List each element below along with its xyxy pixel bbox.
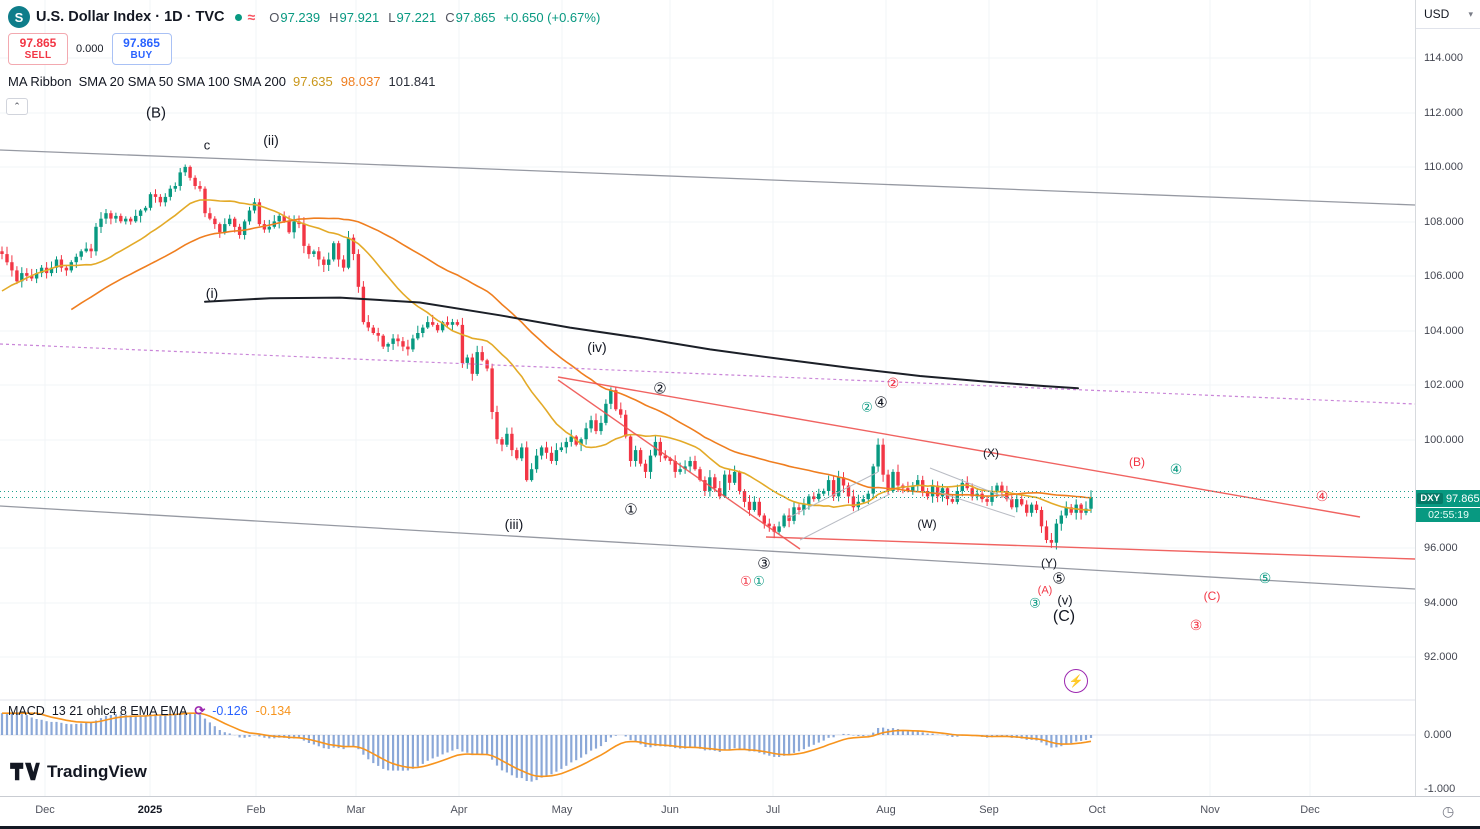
price-axis-label: 102.000 <box>1424 379 1464 391</box>
tradingview-logo-text: TradingView <box>47 761 147 781</box>
ohlc-pair: H 97.921 <box>329 9 380 25</box>
time-axis-label: Jun <box>661 804 679 816</box>
time-axis-label: Oct <box>1088 804 1106 816</box>
sell-price: 97.865 <box>19 35 57 50</box>
ma-value: 98.037 <box>340 74 381 89</box>
ohlc-pair: O 97.239 <box>269 9 321 25</box>
chart-pane[interactable]: (B) c (ii) (i) (iv) ② ① (iii) ③ ④ (W) (X) (Y) ⑤ (v) (C)… <box>0 0 1415 796</box>
caret-down-icon: ▾ <box>1468 8 1473 19</box>
collapse-panel-button[interactable]: ⌃ <box>6 98 28 115</box>
refresh-icon: ⟳ <box>194 703 206 718</box>
ma-ribbon-title: MA Ribbon <box>8 74 72 89</box>
time-axis-label: Feb <box>246 804 266 816</box>
tradingview-logo[interactable]: TradingView <box>10 761 147 782</box>
spread-value: 0.000 <box>76 43 104 55</box>
currency-dropdown[interactable]: USD ▾ <box>1416 0 1480 29</box>
time-axis-label: Mar <box>346 804 366 816</box>
price-axis-label: 114.000 <box>1424 52 1463 64</box>
price-axis-label: 106.000 <box>1424 270 1464 282</box>
market-open-dot-icon <box>234 13 242 21</box>
change-value: +0.650 (+0.67%) <box>503 9 601 25</box>
ohlc-legend: O 97.239 H 97.921 L 97.221 C 97.865 <box>269 10 495 25</box>
sell-label: SELL <box>24 50 52 62</box>
time-axis-label: Sep <box>979 804 999 816</box>
bottom-edge <box>0 825 1480 829</box>
tradingview-mark-icon <box>10 762 40 781</box>
price-axis-label: 96.000 <box>1424 542 1458 554</box>
price-axis-label: 0.000 <box>1424 729 1452 741</box>
ohlc-pair: L 97.221 <box>388 9 437 25</box>
time-axis-label: Jul <box>765 804 781 816</box>
price-axis-label: -1.000 <box>1424 783 1456 795</box>
ma-value: 101.841 <box>388 74 436 89</box>
price-axis-label: 100.000 <box>1424 434 1464 446</box>
sell-button[interactable]: 97.865 SELL <box>8 33 68 65</box>
symbol-header: S U.S. Dollar Index · 1D · TVC ≈ O 97.239… <box>8 6 600 28</box>
macd-value: -0.126 <box>212 704 248 718</box>
macd-values: -0.126 -0.134 <box>212 704 299 718</box>
ma-value: 97.635 <box>293 74 333 89</box>
buy-button[interactable]: 97.865 BUY <box>111 33 172 65</box>
time-axis-label: 2025 <box>137 804 163 816</box>
macd-legend[interactable]: MACD 13 21 ohlc4 8 EMA EMA ⟳ -0.126 -0.13… <box>8 703 299 719</box>
price-axis-label: 108.000 <box>1424 216 1464 228</box>
price-badge-symbol: DXY <box>1417 493 1443 504</box>
time-axis-label: Nov <box>1200 804 1220 816</box>
time-axis-label: Dec <box>1300 804 1320 816</box>
price-axis[interactable]: USD ▾ 114.000 112.000 110.000 108.000 106.00… <box>1415 0 1480 796</box>
candlestick-chart[interactable] <box>0 0 1415 796</box>
time-axis-label: Dec <box>35 804 55 816</box>
price-axis-label: 104.000 <box>1424 325 1464 337</box>
currency-label: USD <box>1424 7 1450 21</box>
waves-icon[interactable]: ≈ <box>247 9 256 25</box>
ma-ribbon-values: 97.635 98.037 101.841 <box>293 74 444 89</box>
clock-icon[interactable]: ◷ <box>1442 803 1455 819</box>
time-axis[interactable]: Dec 2025 Feb Mar Apr May Jun Jul Aug Sep Oct Nov Dec… <box>0 796 1480 826</box>
price-axis-label: 94.000 <box>1424 597 1458 609</box>
time-axis-label: Aug <box>876 804 896 816</box>
symbol-logo[interactable]: S <box>8 6 30 28</box>
time-axis-label: Apr <box>450 804 468 816</box>
time-axis-label: May <box>551 804 573 816</box>
trade-panel: 97.865 SELL 0.000 97.865 BUY <box>8 33 172 65</box>
price-badge-value: 97.865 <box>1445 492 1480 505</box>
ma-ribbon-legend[interactable]: MA Ribbon SMA 20 SMA 50 SMA 100 SMA 200 … <box>8 74 444 89</box>
symbol-title[interactable]: U.S. Dollar Index · 1D · TVC <box>36 9 225 25</box>
ohlc-pair: C 97.865 <box>445 9 496 25</box>
ma-ribbon-params: SMA 20 SMA 50 SMA 100 SMA 200 <box>78 74 286 89</box>
macd-params: 13 21 ohlc4 8 EMA EMA <box>51 704 188 718</box>
macd-title: MACD <box>8 704 45 718</box>
lightning-icon[interactable]: ⚡ <box>1064 669 1088 693</box>
price-axis-label: 92.000 <box>1424 651 1458 663</box>
price-axis-label: 110.000 <box>1424 161 1463 173</box>
macd-value: -0.134 <box>255 704 292 718</box>
price-badge: DXY 97.865 <box>1416 490 1480 507</box>
buy-price: 97.865 <box>123 35 160 50</box>
countdown-badge: 02:55:19 <box>1416 508 1480 522</box>
buy-label: BUY <box>130 50 153 62</box>
price-axis-label: 112.000 <box>1424 107 1463 119</box>
